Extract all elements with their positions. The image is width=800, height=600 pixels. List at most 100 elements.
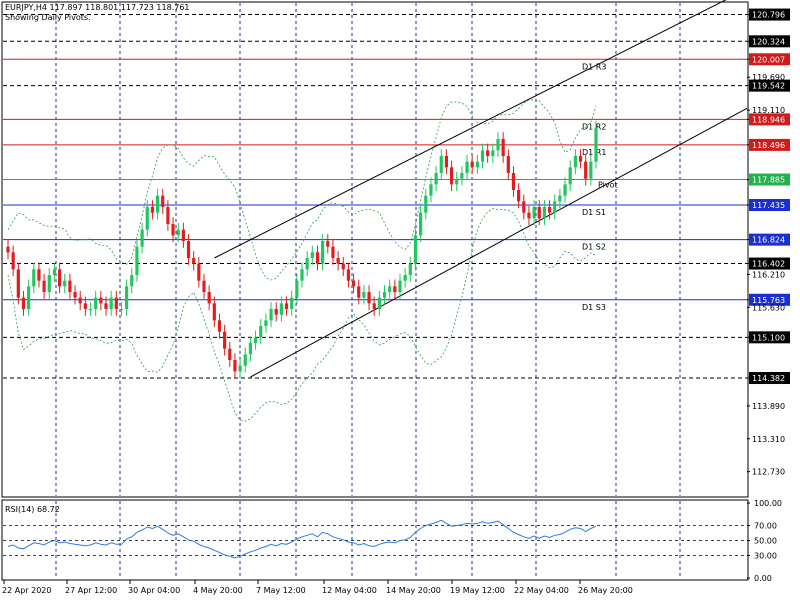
price-axis-label: 120.796	[752, 11, 785, 20]
price-axis-label: 112.730	[752, 468, 785, 477]
candle-body	[388, 286, 392, 292]
candle-body	[331, 246, 335, 258]
symbol-line: EURJPY,H4 117.897 118.801 117.723 118.76…	[5, 3, 190, 12]
candle-body	[248, 343, 253, 355]
candle-body	[290, 297, 294, 309]
candle-body	[511, 173, 516, 190]
price-axis-highlight	[749, 79, 790, 92]
candle-body	[341, 263, 345, 270]
candle-body	[367, 292, 371, 304]
candle-body	[83, 303, 87, 309]
candle-body	[594, 127, 598, 162]
candle-body	[295, 280, 299, 298]
time-axis-label: 4 May 20:00	[193, 586, 243, 595]
candle-body	[94, 297, 98, 309]
candle-body	[506, 156, 510, 173]
price-axis-highlight	[749, 331, 790, 344]
candle-body	[501, 139, 505, 156]
price-axis-label: 115.100	[752, 333, 785, 342]
price-axis-label: 115.763	[752, 296, 785, 305]
candle-body	[310, 252, 314, 258]
candle-body	[300, 269, 304, 281]
rsi-axis-label: 0.00	[754, 574, 772, 583]
channel-layer	[214, 0, 748, 378]
rsi-line	[7, 519, 597, 559]
candle-body	[496, 139, 500, 151]
candle-body	[449, 167, 454, 185]
upper-band	[7, 99, 597, 281]
candle-body	[491, 150, 495, 156]
candle-body	[88, 309, 93, 310]
rsi-axis-label: 70.00	[754, 522, 777, 531]
candle-body	[52, 269, 57, 275]
candle-body	[119, 309, 124, 310]
candle-body	[403, 275, 407, 281]
candle-body	[47, 275, 51, 292]
candle-body	[527, 212, 531, 219]
lower-band	[7, 208, 597, 422]
candle-body	[537, 207, 541, 219]
rsi-axis-label: 30.00	[754, 552, 777, 561]
candle-body	[305, 258, 309, 270]
price-axis-label: 119.690	[752, 73, 785, 82]
candle-body	[155, 195, 160, 213]
price-axis-label: 116.210	[752, 270, 785, 279]
candle-body	[558, 195, 562, 202]
candle-body	[351, 280, 356, 287]
candle-body	[480, 150, 485, 162]
price-axis-label: 120.324	[752, 37, 785, 46]
candle-body	[455, 178, 459, 185]
candle-body	[321, 241, 325, 264]
candle-body	[279, 303, 283, 315]
candle-body	[57, 269, 62, 287]
price-axis-highlight	[749, 35, 790, 48]
price-axis-label: 117.885	[752, 176, 785, 185]
pivot-line-label: Pivot	[598, 181, 618, 190]
price-axis-highlight	[749, 257, 790, 270]
candle-body	[99, 297, 103, 304]
price-axis-label: 115.630	[752, 303, 785, 312]
price-axis-label: 116.824	[752, 236, 785, 245]
chart-header: EURJPY,H4 117.897 118.801 117.723 118.76…	[5, 3, 190, 23]
rsi-plot-frame	[1, 499, 749, 581]
candle-body	[197, 263, 201, 281]
price-axis-highlight	[749, 173, 790, 186]
candle-body	[434, 173, 438, 185]
candle-body	[150, 207, 155, 213]
candle-body	[233, 360, 237, 372]
pivot-line-label: D1 R1	[582, 148, 606, 157]
price-axis-highlight	[749, 233, 790, 246]
bands-layer	[7, 99, 597, 422]
price-axis-highlight	[749, 8, 790, 21]
candle-body	[553, 201, 557, 213]
price-axis-highlight	[749, 113, 790, 126]
candle-body	[517, 190, 521, 202]
candle-body	[145, 207, 149, 230]
candle-body	[202, 280, 206, 292]
time-axis-label: 19 May 12:00	[450, 586, 505, 595]
candle-body	[542, 207, 547, 219]
candle-body	[568, 167, 572, 185]
candle-body	[408, 263, 412, 275]
candle-body	[130, 275, 134, 287]
time-axis-label: 22 Apr 2020	[2, 586, 51, 595]
rsi-axis-label: 50.00	[754, 537, 777, 546]
candle-body	[578, 156, 583, 162]
price-axis-highlight	[749, 372, 790, 385]
time-axis-label: 27 Apr 12:00	[65, 586, 117, 595]
candle-body	[274, 309, 278, 315]
candle-body	[336, 258, 340, 264]
candle-body	[223, 331, 227, 349]
channel-line	[250, 107, 748, 378]
candle-body	[584, 161, 588, 179]
candle-body	[377, 297, 381, 309]
candle-body	[465, 161, 469, 173]
candle-body	[424, 195, 428, 213]
price-axis-label: 114.382	[752, 374, 785, 383]
time-axis-label: 26 May 20:00	[578, 586, 633, 595]
time-axis-label: 30 Apr 04:00	[128, 586, 180, 595]
candle-body	[212, 303, 216, 321]
time-axis: 22 Apr 2020 27 Apr 12:00 30 Apr 04:00 4 May…	[2, 580, 633, 595]
candle-body	[42, 280, 46, 292]
price-axis-label: 120.007	[752, 55, 785, 64]
